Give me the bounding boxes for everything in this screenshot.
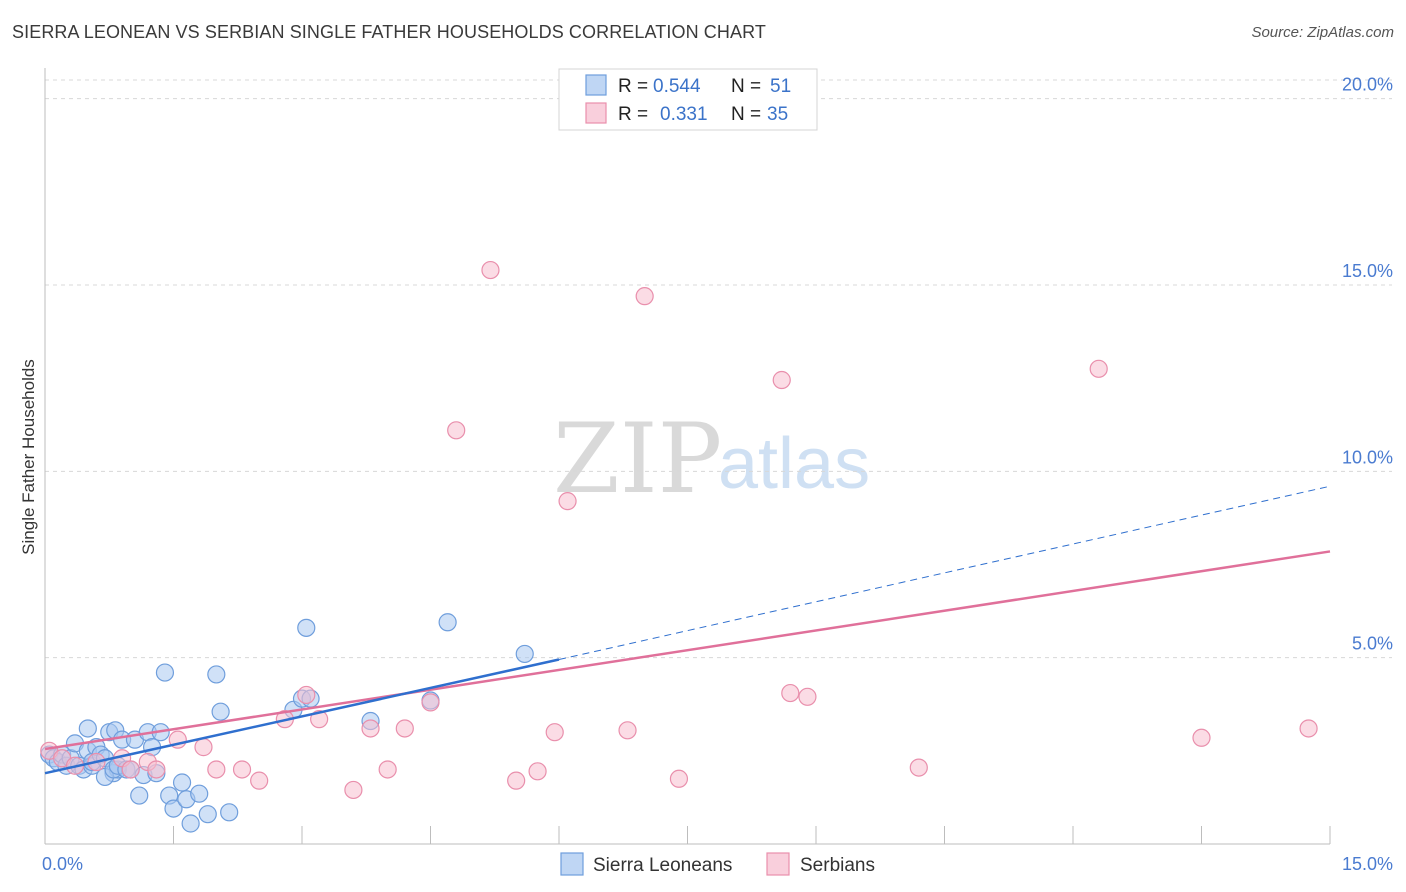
- legend-r-value-1: 0.544: [653, 76, 701, 97]
- serbian-point: [507, 771, 526, 790]
- axes: [44, 68, 1331, 845]
- serbian-point: [558, 492, 577, 511]
- legend-r-label-2: R =: [618, 104, 648, 125]
- legend-n-value-2: 35: [767, 104, 788, 125]
- bottom-legend-sierra: Sierra Leoneans: [593, 855, 732, 876]
- serbian-point: [378, 760, 397, 779]
- sierra-point: [198, 805, 217, 824]
- sierra-point: [164, 799, 183, 818]
- legend-n-label-1: N =: [731, 76, 761, 97]
- trend-lines: [44, 485, 1331, 775]
- serbian-point: [1299, 719, 1318, 738]
- legend-r-label-1: R =: [618, 76, 648, 97]
- serbian-point: [344, 780, 363, 800]
- sierra-point: [78, 719, 97, 738]
- sierra-point: [172, 773, 192, 792]
- sierra-trend-line: [44, 658, 560, 775]
- y-tick-label: 5.0%: [1352, 634, 1393, 654]
- serbian-point: [207, 760, 226, 779]
- watermark: ZIP atlas: [553, 403, 870, 515]
- legend-swatch-sierra: [585, 74, 607, 96]
- chart-title: SIERRA LEONEAN VS SERBIAN SINGLE FATHER …: [12, 22, 766, 42]
- y-tick-label: 20.0%: [1342, 75, 1393, 95]
- grid-lines: [45, 79, 1392, 659]
- serbian-point: [361, 719, 380, 738]
- watermark-atlas: atlas: [718, 424, 870, 504]
- serbian-point: [1089, 359, 1108, 378]
- watermark-zip: ZIP: [553, 403, 722, 515]
- sierra-point: [190, 784, 209, 803]
- serbian-point: [798, 687, 817, 706]
- x-tick-label: 15.0%: [1342, 854, 1393, 874]
- serbian-point: [121, 760, 140, 779]
- serbian-point: [669, 769, 689, 788]
- sierra-point: [155, 663, 175, 682]
- serbian-point: [618, 721, 637, 740]
- serbian-point: [909, 758, 928, 777]
- bottom-legend-swatch-serbian: [766, 852, 790, 876]
- legend-r-value-2: 0.331: [660, 104, 708, 125]
- x-tick-label: 0.0%: [42, 854, 83, 874]
- legend-n-value-1: 51: [770, 76, 791, 97]
- sierra-point: [211, 702, 230, 721]
- y-tick-label: 10.0%: [1342, 447, 1393, 467]
- legend-swatch-serbian: [585, 102, 607, 124]
- y-tick-labels: 5.0% 10.0% 15.0% 20.0%: [1342, 75, 1393, 654]
- serbian-point: [772, 370, 791, 390]
- sierra-point: [130, 786, 149, 805]
- sierra-point: [515, 644, 534, 664]
- y-axis-label: Single Father Households: [19, 359, 38, 555]
- sierra-point: [207, 665, 226, 684]
- serbian-point: [194, 738, 213, 757]
- serbian-point: [395, 719, 414, 738]
- chart-source: Source: ZipAtlas.com: [1251, 24, 1394, 41]
- sierra-point: [181, 814, 200, 833]
- serbian-point: [447, 421, 466, 440]
- sierra-point: [438, 613, 457, 632]
- sierra-point: [220, 803, 239, 822]
- y-tick-label: 15.0%: [1342, 261, 1393, 281]
- serbian-point: [1192, 728, 1211, 747]
- serbian-point: [147, 760, 166, 779]
- serbian-trend-line: [44, 550, 1331, 751]
- serbian-point: [232, 760, 252, 779]
- serbian-point: [250, 771, 269, 790]
- serbian-point: [781, 683, 800, 703]
- series-serbians: [40, 260, 1318, 800]
- serbian-point: [545, 723, 564, 742]
- serbian-point: [481, 260, 500, 280]
- serbian-point: [297, 685, 316, 705]
- serbian-point: [310, 710, 329, 729]
- bottom-legend-swatch-sierra: [560, 852, 584, 876]
- legend-n-label-2: N =: [731, 104, 761, 125]
- serbian-point: [421, 693, 440, 712]
- serbian-point: [528, 762, 547, 781]
- bottom-legend-serbian: Serbians: [800, 855, 875, 876]
- series-legend: Sierra Leoneans Serbians: [560, 852, 875, 876]
- correlation-legend: R = 0.544 N = 51 R = 0.331 N = 35: [558, 68, 818, 131]
- serbian-point: [635, 287, 654, 306]
- x-tick-labels: 0.0% 15.0%: [42, 854, 1393, 874]
- sierra-point: [297, 618, 316, 637]
